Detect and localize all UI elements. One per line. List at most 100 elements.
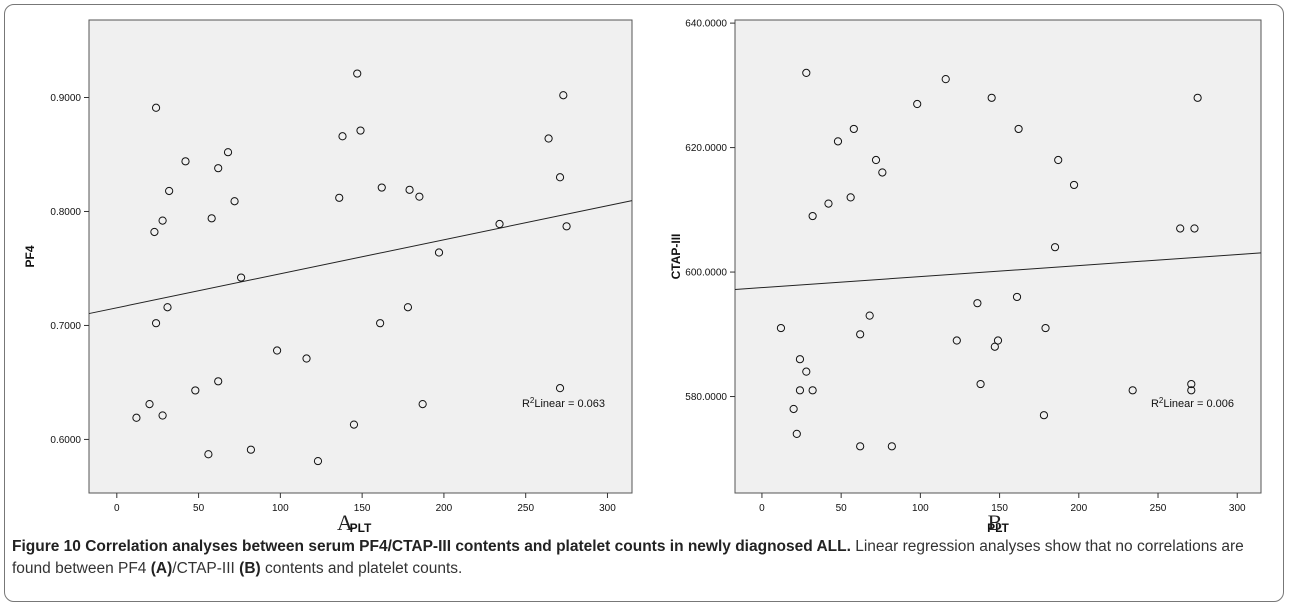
panel-a-data-point: [272, 346, 282, 355]
panel-a-data-point: [132, 413, 141, 422]
panel-b-data-point: [976, 379, 985, 389]
panel-b-data-point: [856, 442, 865, 451]
panel-b-data-point: [987, 93, 996, 102]
panel-b-data-point: [865, 311, 874, 320]
panel-a-data-point: [405, 185, 414, 194]
panel-b-letter: B: [988, 510, 1003, 535]
panel-a-data-point: [246, 445, 256, 454]
panel-b-data-point: [993, 336, 1003, 345]
figure-caption: Figure 10 Correlation analyses between s…: [12, 536, 1278, 580]
panel-b-x-axis-label: PLT: [987, 521, 1009, 535]
panel-a-x-axis-label: PLT: [350, 521, 372, 535]
panel-b-y-tick-label: 580.0000: [685, 392, 727, 403]
figure-charts: 0.6000 0.7000 0.8000 0.9000 0 50 100 150 200 250 3…: [23, 19, 1262, 535]
panel-a-data-point: [191, 386, 200, 395]
panel-b-data-point: [1050, 243, 1060, 252]
panel-a-plot-area: [88, 19, 633, 494]
panel-a-data-point: [377, 183, 386, 192]
panel-a-x-tick-label: 250: [517, 503, 534, 514]
caption-ref-b: (B): [239, 560, 261, 577]
panel-b-data-point: [789, 404, 798, 414]
panel-a-data-point: [495, 219, 504, 229]
panel-b-x-tick-label: 250: [1150, 503, 1167, 514]
panel-a-data-point: [338, 132, 347, 141]
panel-a-data-point: [544, 134, 553, 143]
panel-a-data-point: [163, 303, 172, 312]
panel-b-data-point: [990, 342, 999, 351]
panel-a-x-tick-label: 100: [272, 503, 289, 514]
panel-a-data-point: [204, 450, 213, 459]
panel-a-r2-annotation: R2Linear = 0.063: [522, 396, 605, 410]
panel-b-data-point: [913, 99, 922, 109]
figure-frame: [4, 4, 1284, 602]
panel-b-data-point: [1176, 224, 1185, 233]
panel-a-data-point: [158, 216, 167, 225]
panel-b-data-point: [846, 193, 855, 202]
panel-a-data-point: [207, 214, 216, 223]
panel-a-data-point: [145, 399, 154, 409]
panel-b-y-tick-label: 600.0000: [685, 268, 727, 279]
panel-a-data-point: [434, 248, 444, 257]
panel-b-data-point: [1041, 323, 1050, 333]
panel-b-data-point: [802, 367, 811, 376]
panel-b-x-tick-label: 150: [991, 503, 1008, 514]
panel-a-data-point: [223, 148, 233, 157]
panel-a-data-point: [562, 222, 571, 231]
panel-a-data-point: [415, 192, 424, 201]
panel-a-data-point: [150, 227, 159, 237]
panel-a-data-point: [335, 193, 344, 202]
panel-a-data-point: [230, 197, 239, 206]
panel-a-data-point: [353, 69, 362, 78]
panel-b-data-point: [795, 386, 805, 395]
panel-b-data-point: [952, 336, 961, 345]
panel-a-data-point: [151, 319, 161, 328]
panel-a-y-axis-label: PF4: [23, 245, 37, 267]
panel-b-r2-annotation: R2Linear = 0.006: [1151, 396, 1234, 410]
panel-a-x-tick-label: 300: [599, 503, 616, 514]
caption-text-2: /CTAP-III: [172, 560, 240, 577]
panel-b-data-point: [1190, 224, 1199, 233]
panel-a-data-point: [555, 384, 565, 393]
panel-b-data-point: [824, 199, 833, 208]
caption-text-1: Linear regression analyses show that no …: [12, 538, 1244, 577]
panel-b-data-point: [1193, 93, 1202, 102]
panel-b-data-point: [856, 330, 865, 339]
panel-a-data-point: [356, 126, 365, 135]
panel-a-x-tick-label: 0: [114, 503, 120, 514]
panel-a-data-point: [302, 354, 311, 363]
panel-a-data-point: [555, 173, 565, 182]
panel-a-data-point: [403, 303, 413, 312]
panel-a-y-tick-label: 0.7000: [50, 321, 81, 332]
panel-b-fit-line: [734, 252, 1262, 290]
panel-b-plot-area: [734, 19, 1262, 494]
panel-b-data-point: [776, 323, 786, 333]
panel-b-data-point: [1187, 379, 1196, 389]
panel-a-data-point: [151, 103, 161, 112]
panel-b-x-tick-label: 0: [759, 503, 765, 514]
panel-a-x-tick-label: 150: [354, 503, 371, 514]
panel-b-data-point: [795, 355, 805, 364]
panel-a-data-point: [418, 399, 427, 409]
panel-b-data-point: [849, 124, 858, 134]
panel-b-data-point: [1128, 386, 1137, 395]
panel-b-y-tick-label: 640.0000: [685, 19, 727, 30]
panel-b-data-point: [1012, 292, 1022, 302]
panel-b-data-point: [878, 168, 887, 177]
panel-a-y-tick-label: 0.8000: [50, 207, 81, 218]
panel-b-data-point: [833, 137, 843, 146]
panel-b-data-point: [887, 442, 896, 451]
panel-b-x-tick-label: 50: [836, 503, 848, 514]
panel-a-data-point: [559, 91, 568, 100]
panel-b-data-point: [973, 299, 982, 308]
panel-a-y-tick-label: 0.6000: [50, 435, 81, 446]
panel-b-y-tick-label: 620.0000: [685, 143, 727, 154]
panel-a-data-point: [214, 377, 223, 386]
panel-a-data-point: [313, 456, 323, 466]
panel-b-data-point: [1054, 155, 1063, 165]
caption-text-3: contents and platelet counts.: [260, 560, 463, 577]
panel-b-x-tick-label: 200: [1070, 503, 1087, 514]
panel-b-data-point: [1187, 386, 1196, 395]
panel-a-data-point: [181, 157, 190, 166]
caption-title: Figure 10 Correlation analyses between s…: [12, 538, 851, 555]
panel-a-data-point: [376, 319, 385, 328]
